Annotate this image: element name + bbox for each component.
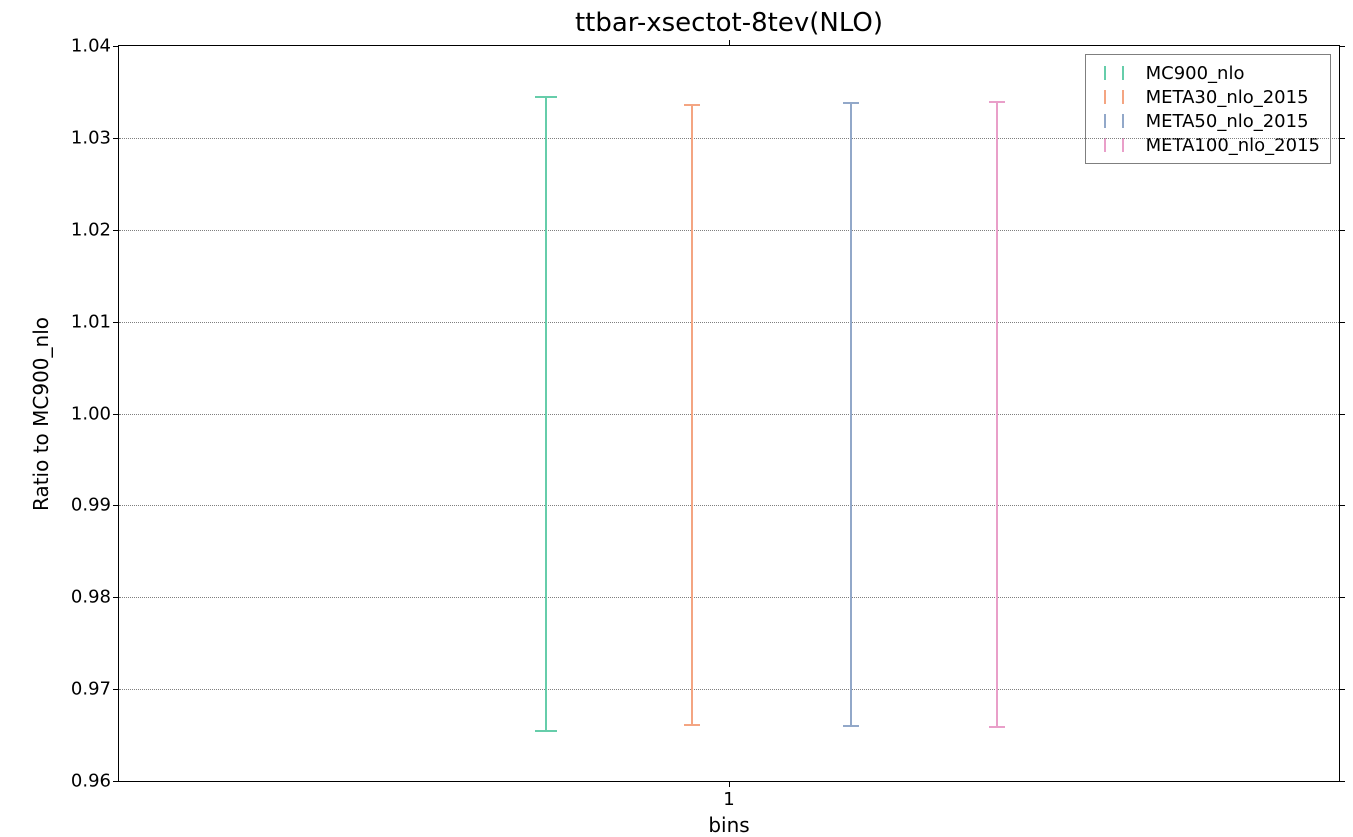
ytick-mark — [1339, 138, 1345, 139]
ytick-label: 1.04 — [71, 36, 119, 57]
ytick-mark — [1339, 505, 1345, 506]
ytick-label: 1.00 — [71, 403, 119, 424]
chart-container: ttbar-xsectot-8tev(NLO) bins Ratio to MC… — [0, 0, 1353, 830]
errorbar-series — [850, 103, 852, 726]
ytick-label: 0.99 — [71, 495, 119, 516]
gridline — [119, 505, 1339, 506]
ytick-label: 1.03 — [71, 127, 119, 148]
legend: MC900_nlo META30_nlo_2015 META50_nlo_2015M… — [1085, 54, 1331, 164]
xtick-mark — [729, 40, 730, 46]
ytick-mark — [1339, 322, 1345, 323]
legend-swatch — [1094, 66, 1136, 80]
ytick-mark — [1339, 689, 1345, 690]
gridline — [119, 322, 1339, 323]
y-axis-label: Ratio to MC900_nlo — [29, 316, 53, 510]
legend-item: META30_nlo_2015 — [1094, 85, 1320, 109]
ytick-mark — [1339, 597, 1345, 598]
chart-title: ttbar-xsectot-8tev(NLO) — [119, 8, 1339, 38]
ytick-label: 0.96 — [71, 771, 119, 792]
legend-swatch — [1094, 114, 1136, 128]
legend-label: META50_nlo_2015 — [1146, 111, 1309, 132]
ytick-label: 0.98 — [71, 587, 119, 608]
gridline — [119, 138, 1339, 139]
ytick-mark — [1339, 46, 1345, 47]
gridline — [119, 689, 1339, 690]
errorbar-series — [691, 105, 693, 725]
legend-label: META30_nlo_2015 — [1146, 87, 1309, 108]
errorbar-series — [545, 97, 547, 731]
ytick-mark — [1339, 781, 1345, 782]
ytick-label: 1.01 — [71, 311, 119, 332]
xtick-label: 1 — [723, 781, 734, 810]
gridline — [119, 414, 1339, 415]
x-axis-label: bins — [119, 813, 1339, 837]
ytick-mark — [1339, 414, 1345, 415]
legend-swatch — [1094, 90, 1136, 104]
legend-item: META50_nlo_2015 — [1094, 109, 1320, 133]
plot-area: ttbar-xsectot-8tev(NLO) bins Ratio to MC… — [118, 45, 1340, 782]
legend-label: MC900_nlo — [1146, 63, 1245, 84]
gridline — [119, 597, 1339, 598]
legend-swatch — [1094, 138, 1136, 152]
errorbar-series — [996, 102, 998, 727]
ytick-label: 0.97 — [71, 679, 119, 700]
ytick-mark — [1339, 230, 1345, 231]
legend-item: META100_nlo_2015 — [1094, 133, 1320, 157]
legend-item: MC900_nlo — [1094, 61, 1320, 85]
ytick-label: 1.02 — [71, 219, 119, 240]
gridline — [119, 230, 1339, 231]
